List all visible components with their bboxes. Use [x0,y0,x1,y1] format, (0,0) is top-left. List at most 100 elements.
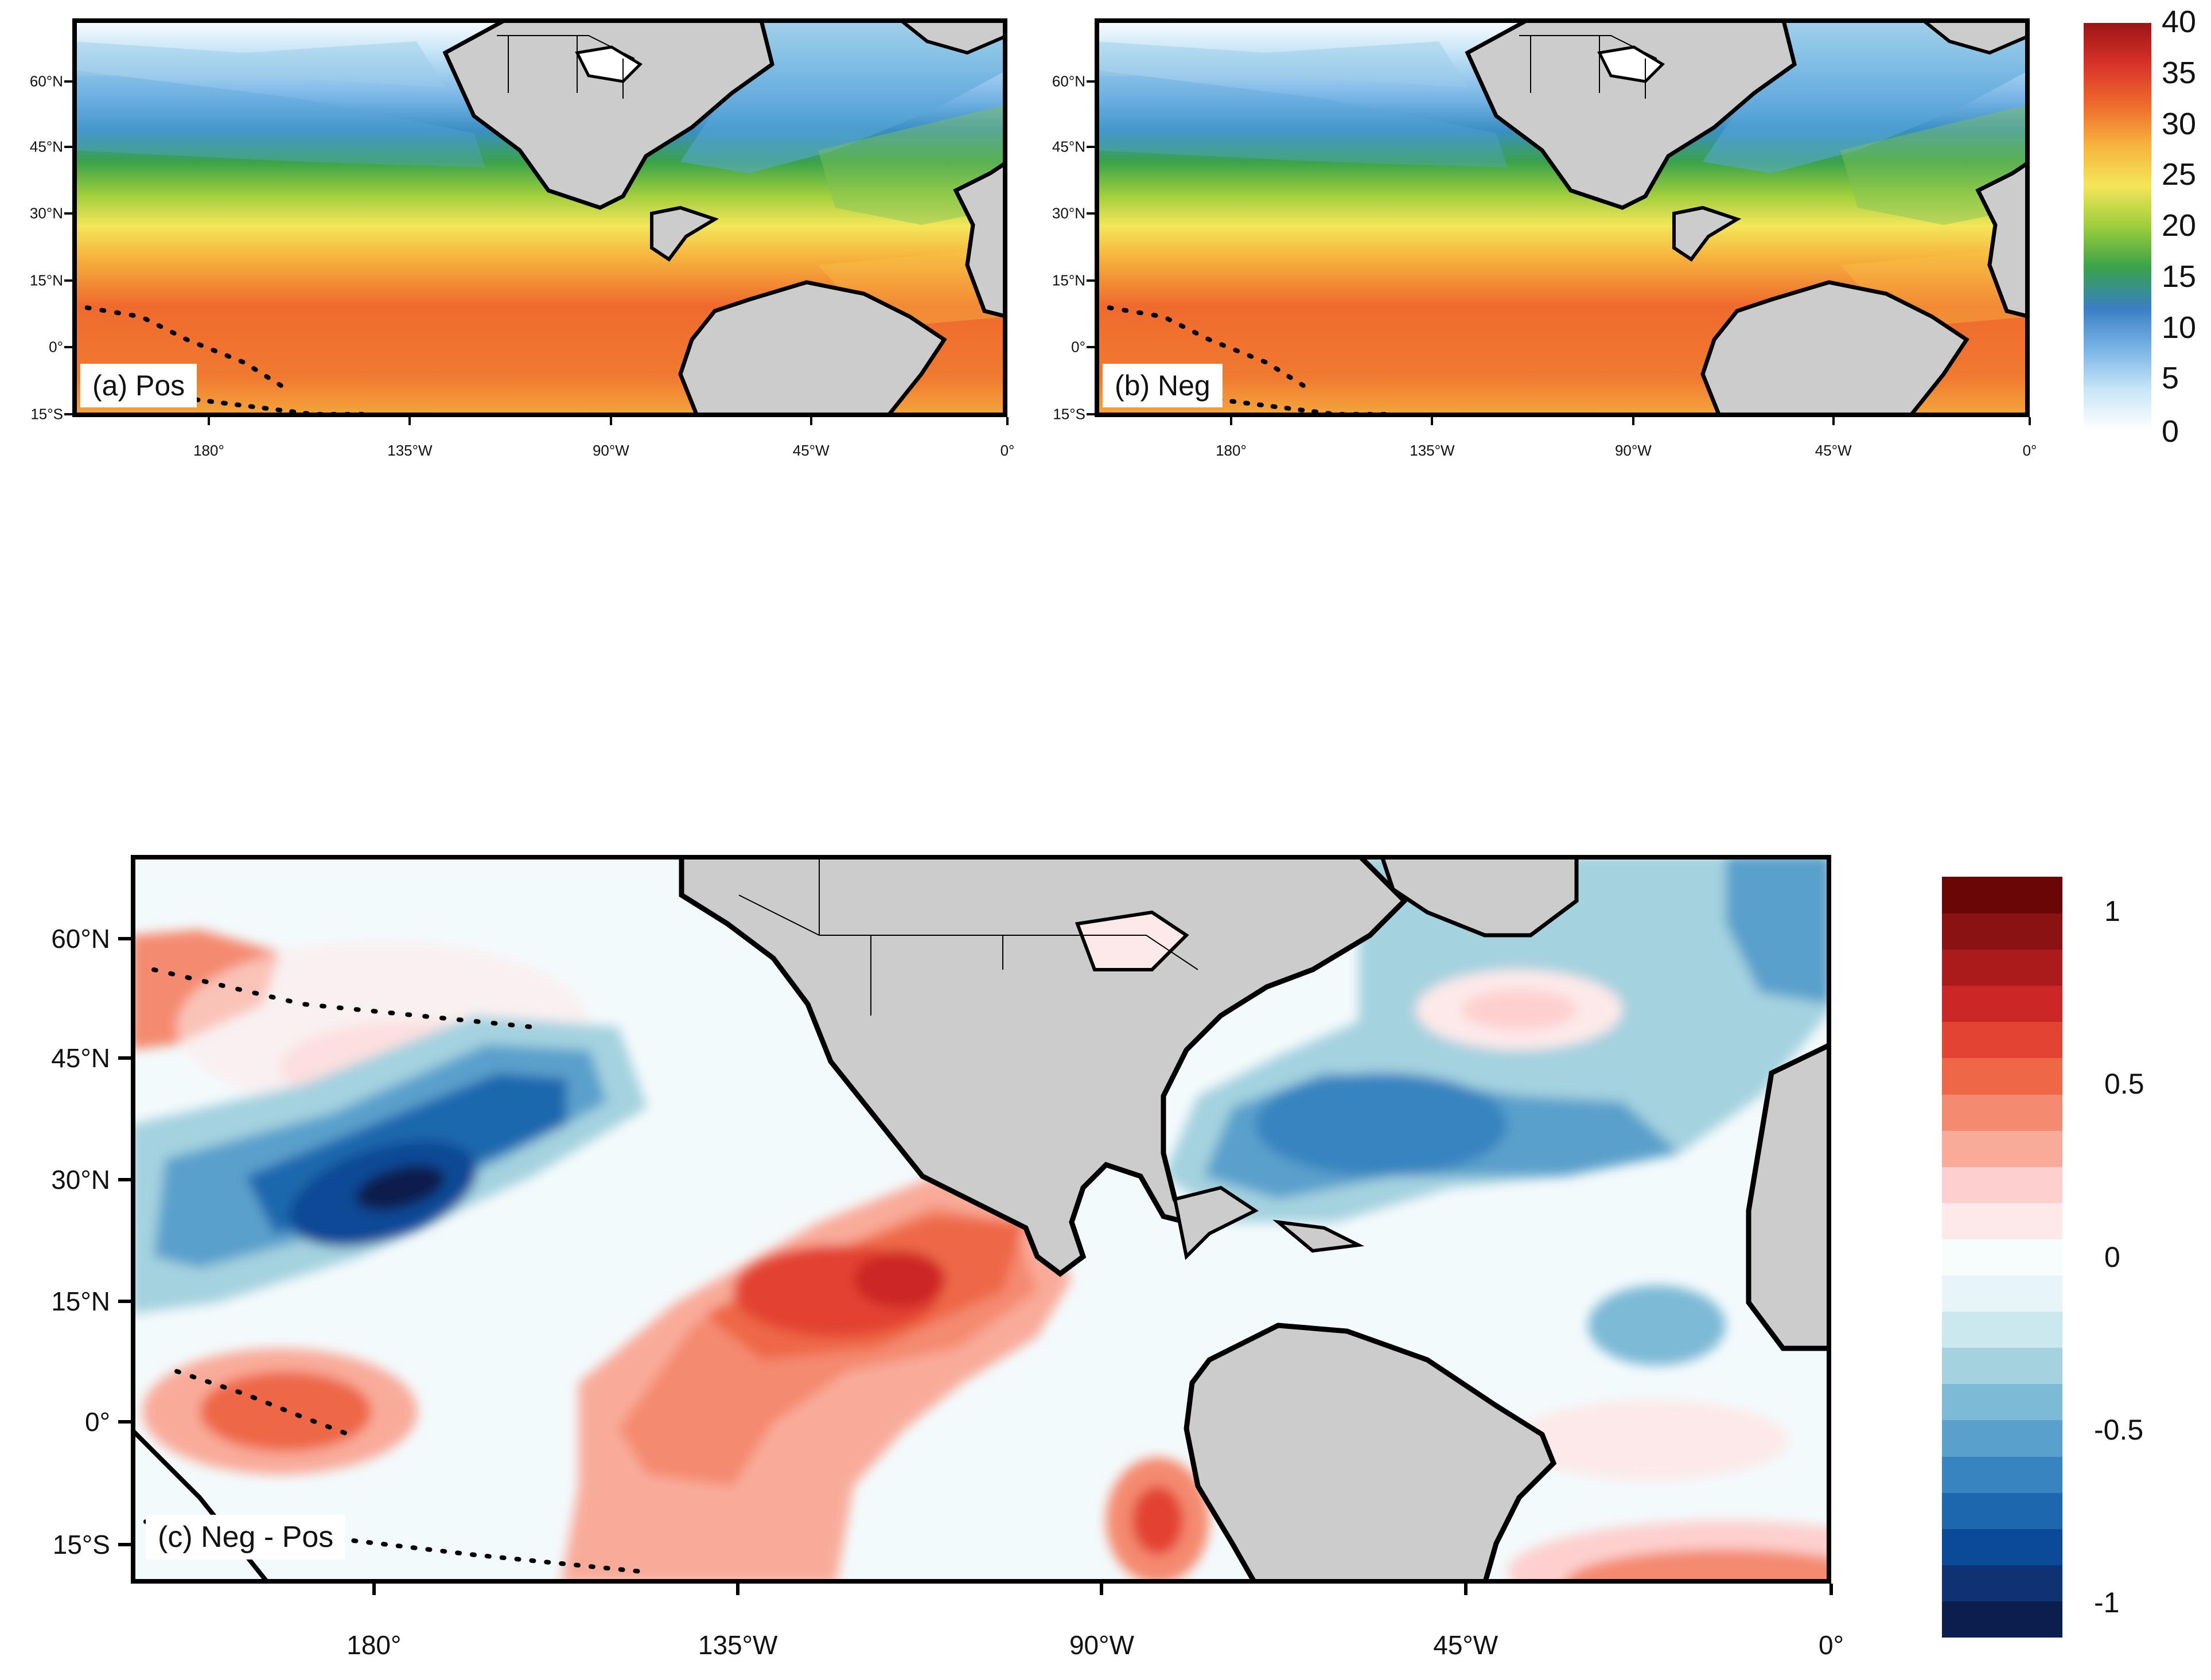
colorbar-swatch [1942,1564,2062,1601]
lon-tick-label: 135°W [1410,442,1455,459]
lat-tick-label: 45°N [1052,138,1085,155]
lon-tick-mark [1832,417,1835,425]
lon-tick-mark [1829,1584,1833,1595]
lat-tick-mark [1087,80,1095,83]
colorbar-swatch [1942,1528,2062,1565]
lat-tick-label: 15°N [51,1286,110,1316]
lat-tick-mark [64,212,72,215]
colorbar-swatch [1942,1383,2062,1421]
lat-tick-label: 15°S [1053,405,1085,423]
lon-tick-mark [1463,1584,1467,1595]
colorbar-swatch [1942,1057,2062,1095]
lon-tick-label: 45°W [792,442,830,459]
colorbar-top-label: 20 [2162,208,2197,243]
lon-tick-label: 135°W [387,442,433,459]
lon-tick-mark [372,1584,376,1595]
lat-tick-label: 45°N [29,138,63,155]
lat-tick-mark [1087,413,1095,415]
lat-tick-label: 15°S [30,405,63,423]
colorbar-swatch [1942,1166,2062,1203]
lon-tick-mark [2029,417,2031,425]
colorbar-swatch [1942,1275,2062,1312]
lon-tick-label: 0° [1819,1630,1844,1660]
lon-tick-label: 45°W [1815,442,1852,459]
colorbar-swatch [1942,949,2062,986]
lat-tick-label: 60°N [1052,72,1085,90]
colorbar-bottom-label: 0.5 [2104,1068,2144,1100]
colorbar-bottom [1942,877,2062,1638]
colorbar-swatch [1942,1021,2062,1059]
lat-tick-mark [118,1056,131,1060]
panel-a-map: (a) Pos [72,18,1007,417]
lat-tick-label: 45°N [51,1043,110,1073]
lon-tick-label: 90°W [592,442,629,459]
panel-b-map: (b) Neg [1095,18,2030,417]
colorbar-bottom-label: -0.5 [2094,1413,2144,1446]
panel-b-sst-field [1095,18,2030,417]
colorbar-swatch [1942,1094,2062,1131]
lat-tick-mark [118,1543,131,1546]
colorbar-top-label: 15 [2162,259,2197,294]
lat-tick-label: 15°N [1052,271,1085,289]
colorbar-bottom-label: -1 [2094,1586,2120,1619]
colorbar-swatch [1942,1347,2062,1385]
lon-tick-mark [736,1584,740,1595]
lon-tick-label: 90°W [1614,442,1652,459]
lon-tick-mark [609,417,612,425]
lat-tick-label: 15°S [52,1530,110,1560]
lon-tick-mark [809,417,812,425]
panel-a-sst-field [72,18,1007,417]
panel-c-map: (c) Neg - Pos [131,855,1831,1584]
colorbar-top-label: 30 [2162,106,2197,141]
lon-tick-label: 135°W [698,1630,778,1660]
lat-tick-mark [64,346,72,348]
lat-tick-mark [1087,212,1095,215]
lon-tick-mark [1100,1584,1104,1595]
lon-tick-mark [1632,417,1634,425]
colorbar-top-label: 25 [2162,157,2197,192]
lon-tick-mark [408,417,411,425]
lat-tick-mark [64,146,72,148]
colorbar-swatch [1942,913,2062,950]
lon-tick-label: 180° [193,442,224,459]
colorbar-swatch [1942,985,2062,1022]
colorbar-top-label: 35 [2162,55,2197,90]
colorbar-top-label: 40 [2162,5,2197,39]
colorbar-bottom-label: 1 [2104,895,2120,928]
colorbar-swatch [1942,1420,2062,1457]
lat-tick-label: 0° [85,1407,110,1437]
lat-tick-label: 15°N [29,271,63,289]
colorbar-top [2084,23,2151,430]
colorbar-swatch [1942,1238,2062,1276]
lat-tick-mark [64,279,72,282]
lat-tick-mark [118,937,131,940]
colorbar-bottom-label: 0 [2104,1240,2120,1273]
lat-tick-mark [118,1178,131,1181]
lon-tick-mark [1229,417,1232,425]
lon-tick-label: 90°W [1069,1630,1134,1660]
colorbar-swatch [1942,1492,2062,1529]
panel-a-label: (a) Pos [80,364,197,407]
lat-tick-label: 60°N [51,924,110,954]
panel-c-label: (c) Neg - Pos [146,1515,346,1560]
panel-c-anomaly-field [131,855,1831,1584]
lon-tick-label: 180° [347,1630,402,1660]
lat-tick-label: 30°N [1052,204,1085,222]
lat-tick-mark [64,80,72,83]
lat-tick-mark [118,1420,131,1424]
lon-tick-label: 180° [1216,442,1247,459]
colorbar-swatch [1942,1600,2062,1638]
colorbar-top-label: 10 [2162,310,2197,345]
lat-tick-mark [118,1300,131,1303]
lat-tick-label: 30°N [51,1165,110,1195]
colorbar-swatch [1942,1130,2062,1167]
lon-tick-mark [1431,417,1434,425]
panel-b-label: (b) Neg [1103,364,1223,407]
lon-tick-mark [1006,417,1009,425]
colorbar-swatch [1942,1456,2062,1493]
lon-tick-label: 45°W [1433,1630,1498,1660]
colorbar-swatch [1942,1311,2062,1348]
lat-tick-mark [64,413,72,415]
lon-tick-mark [207,417,210,425]
colorbar-swatch [1942,1202,2062,1239]
